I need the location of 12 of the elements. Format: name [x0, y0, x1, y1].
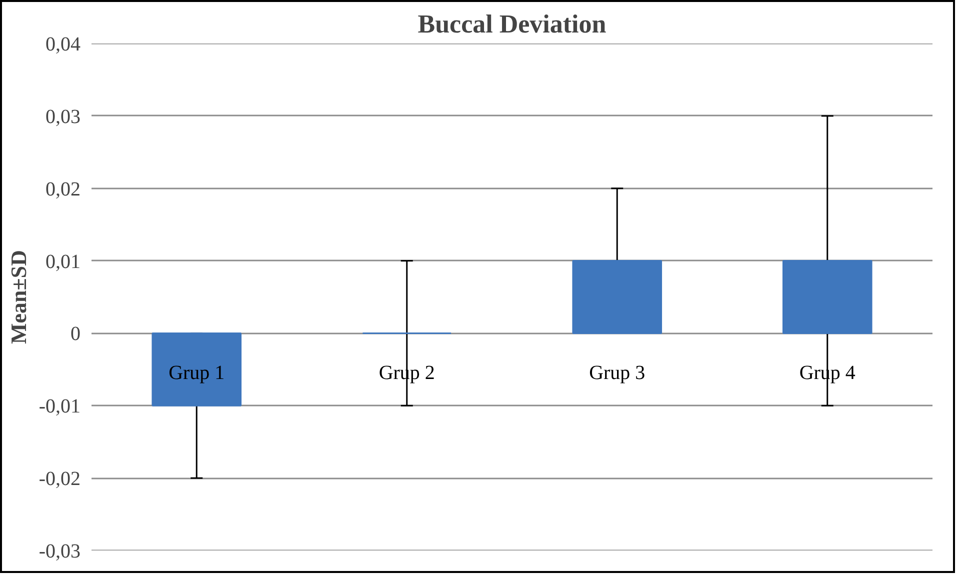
- y-tick-label: -0,03: [38, 540, 81, 562]
- y-tick-label: 0,04: [46, 34, 80, 56]
- x-tick-label: Grup 3: [589, 362, 646, 384]
- chart-title: Buccal Deviation: [418, 10, 607, 38]
- y-tick-label: 0,01: [46, 250, 80, 273]
- y-tick-label: 0,02: [46, 178, 80, 200]
- y-axis-title: Mean±SD: [6, 250, 31, 344]
- y-tick-label: -0,01: [38, 396, 81, 418]
- x-tick-label: Grup 1: [168, 362, 225, 384]
- y-tick-label: 0,03: [46, 106, 80, 128]
- y-tick-label: 0: [70, 323, 80, 346]
- y-tick-label: -0,02: [38, 468, 81, 490]
